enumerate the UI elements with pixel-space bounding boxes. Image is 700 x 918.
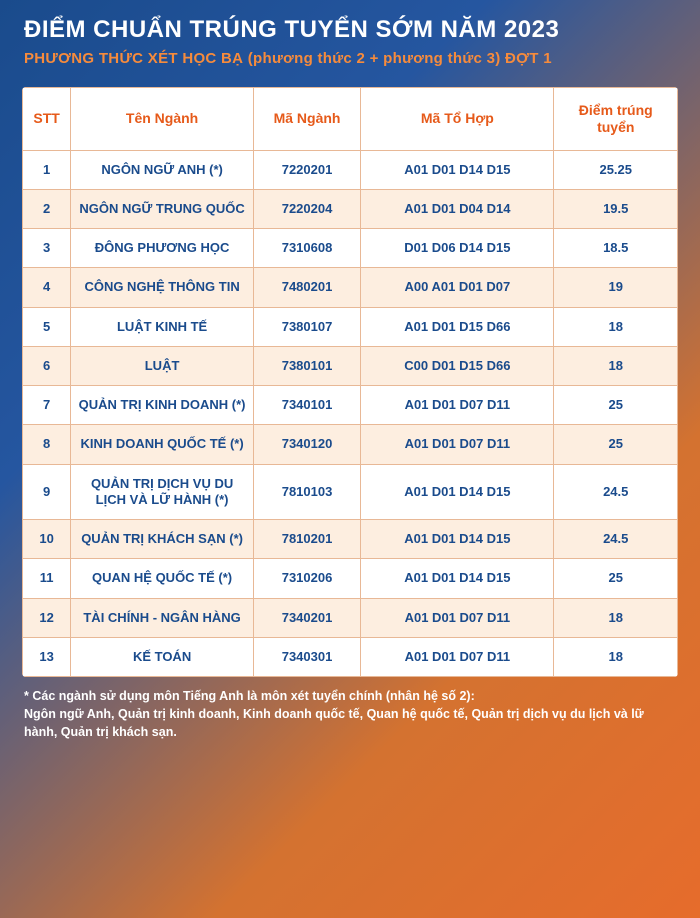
footer-note-1: * Các ngành sử dụng môn Tiếng Anh là môn… xyxy=(24,687,676,705)
cell-combo: A01 D01 D07 D11 xyxy=(361,637,554,676)
cell-name: QUẢN TRỊ KINH DOANH (*) xyxy=(71,386,254,425)
cell-code: 7310608 xyxy=(253,229,360,268)
cell-stt: 1 xyxy=(23,150,71,189)
cell-name: LUẬT KINH TẾ xyxy=(71,307,254,346)
table-row: 6LUẬT7380101C00 D01 D15 D6618 xyxy=(23,346,678,385)
cell-combo: C00 D01 D15 D66 xyxy=(361,346,554,385)
cell-combo: A01 D01 D14 D15 xyxy=(361,464,554,520)
cell-code: 7220204 xyxy=(253,189,360,228)
cell-combo: D01 D06 D14 D15 xyxy=(361,229,554,268)
table-row: 9QUẢN TRỊ DỊCH VỤ DU LỊCH VÀ LỮ HÀNH (*)… xyxy=(23,464,678,520)
cell-score: 19.5 xyxy=(554,189,678,228)
cell-name: ĐÔNG PHƯƠNG HỌC xyxy=(71,229,254,268)
table-row: 13KẾ TOÁN7340301A01 D01 D07 D1118 xyxy=(23,637,678,676)
cell-score: 24.5 xyxy=(554,520,678,559)
col-header-stt: STT xyxy=(23,88,71,151)
cell-combo: A01 D01 D07 D11 xyxy=(361,598,554,637)
cell-name: NGÔN NGỮ TRUNG QUỐC xyxy=(71,189,254,228)
cell-name: QUAN HỆ QUỐC TẾ (*) xyxy=(71,559,254,598)
col-header-score: Điểm trúng tuyển xyxy=(554,88,678,151)
table-row: 8KINH DOANH QUỐC TẾ (*)7340120A01 D01 D0… xyxy=(23,425,678,464)
footer-note-2: Ngôn ngữ Anh, Quản trị kinh doanh, Kinh … xyxy=(24,705,676,741)
score-table: STT Tên Ngành Mã Ngành Mã Tổ Hợp Điểm tr… xyxy=(22,87,678,677)
cell-combo: A01 D01 D07 D11 xyxy=(361,386,554,425)
cell-code: 7310206 xyxy=(253,559,360,598)
cell-stt: 13 xyxy=(23,637,71,676)
cell-score: 18 xyxy=(554,598,678,637)
table-row: 12TÀI CHÍNH - NGÂN HÀNG7340201A01 D01 D0… xyxy=(23,598,678,637)
cell-code: 7480201 xyxy=(253,268,360,307)
score-table-wrap: STT Tên Ngành Mã Ngành Mã Tổ Hợp Điểm tr… xyxy=(22,87,678,677)
cell-stt: 4 xyxy=(23,268,71,307)
cell-combo: A01 D01 D14 D15 xyxy=(361,559,554,598)
cell-score: 18 xyxy=(554,637,678,676)
page-subtitle: PHƯƠNG THỨC XÉT HỌC BẠ (phương thức 2 + … xyxy=(24,50,676,67)
cell-combo: A01 D01 D14 D15 xyxy=(361,150,554,189)
cell-name: QUẢN TRỊ KHÁCH SẠN (*) xyxy=(71,520,254,559)
cell-score: 25 xyxy=(554,425,678,464)
cell-name: NGÔN NGỮ ANH (*) xyxy=(71,150,254,189)
cell-score: 18 xyxy=(554,307,678,346)
cell-combo: A01 D01 D15 D66 xyxy=(361,307,554,346)
cell-code: 7340201 xyxy=(253,598,360,637)
table-row: 11QUAN HỆ QUỐC TẾ (*)7310206A01 D01 D14 … xyxy=(23,559,678,598)
footer: * Các ngành sử dụng môn Tiếng Anh là môn… xyxy=(0,677,700,741)
table-row: 2NGÔN NGỮ TRUNG QUỐC7220204A01 D01 D04 D… xyxy=(23,189,678,228)
cell-code: 7380101 xyxy=(253,346,360,385)
cell-code: 7810103 xyxy=(253,464,360,520)
cell-score: 19 xyxy=(554,268,678,307)
table-header-row: STT Tên Ngành Mã Ngành Mã Tổ Hợp Điểm tr… xyxy=(23,88,678,151)
cell-stt: 9 xyxy=(23,464,71,520)
cell-stt: 12 xyxy=(23,598,71,637)
cell-code: 7340301 xyxy=(253,637,360,676)
cell-combo: A01 D01 D04 D14 xyxy=(361,189,554,228)
cell-stt: 2 xyxy=(23,189,71,228)
cell-score: 25.25 xyxy=(554,150,678,189)
table-row: 3ĐÔNG PHƯƠNG HỌC7310608D01 D06 D14 D1518… xyxy=(23,229,678,268)
cell-name: CÔNG NGHỆ THÔNG TIN xyxy=(71,268,254,307)
cell-code: 7220201 xyxy=(253,150,360,189)
cell-score: 25 xyxy=(554,386,678,425)
cell-score: 25 xyxy=(554,559,678,598)
cell-code: 7380107 xyxy=(253,307,360,346)
table-row: 7QUẢN TRỊ KINH DOANH (*)7340101A01 D01 D… xyxy=(23,386,678,425)
cell-stt: 8 xyxy=(23,425,71,464)
cell-combo: A01 D01 D07 D11 xyxy=(361,425,554,464)
cell-name: TÀI CHÍNH - NGÂN HÀNG xyxy=(71,598,254,637)
cell-score: 18.5 xyxy=(554,229,678,268)
page-title: ĐIỂM CHUẨN TRÚNG TUYỂN SỚM NĂM 2023 xyxy=(24,16,676,44)
table-row: 5LUẬT KINH TẾ7380107A01 D01 D15 D6618 xyxy=(23,307,678,346)
cell-combo: A00 A01 D01 D07 xyxy=(361,268,554,307)
cell-stt: 6 xyxy=(23,346,71,385)
cell-code: 7810201 xyxy=(253,520,360,559)
cell-name: KẾ TOÁN xyxy=(71,637,254,676)
cell-combo: A01 D01 D14 D15 xyxy=(361,520,554,559)
cell-code: 7340101 xyxy=(253,386,360,425)
cell-name: KINH DOANH QUỐC TẾ (*) xyxy=(71,425,254,464)
table-row: 4CÔNG NGHỆ THÔNG TIN7480201A00 A01 D01 D… xyxy=(23,268,678,307)
cell-score: 18 xyxy=(554,346,678,385)
cell-name: LUẬT xyxy=(71,346,254,385)
cell-stt: 7 xyxy=(23,386,71,425)
cell-stt: 5 xyxy=(23,307,71,346)
col-header-code: Mã Ngành xyxy=(253,88,360,151)
table-row: 10QUẢN TRỊ KHÁCH SẠN (*)7810201A01 D01 D… xyxy=(23,520,678,559)
table-row: 1NGÔN NGỮ ANH (*)7220201A01 D01 D14 D152… xyxy=(23,150,678,189)
cell-stt: 11 xyxy=(23,559,71,598)
header: ĐIỂM CHUẨN TRÚNG TUYỂN SỚM NĂM 2023 PHƯƠ… xyxy=(0,0,700,79)
cell-score: 24.5 xyxy=(554,464,678,520)
cell-code: 7340120 xyxy=(253,425,360,464)
cell-stt: 3 xyxy=(23,229,71,268)
table-body: 1NGÔN NGỮ ANH (*)7220201A01 D01 D14 D152… xyxy=(23,150,678,677)
col-header-combo: Mã Tổ Hợp xyxy=(361,88,554,151)
cell-stt: 10 xyxy=(23,520,71,559)
col-header-name: Tên Ngành xyxy=(71,88,254,151)
cell-name: QUẢN TRỊ DỊCH VỤ DU LỊCH VÀ LỮ HÀNH (*) xyxy=(71,464,254,520)
